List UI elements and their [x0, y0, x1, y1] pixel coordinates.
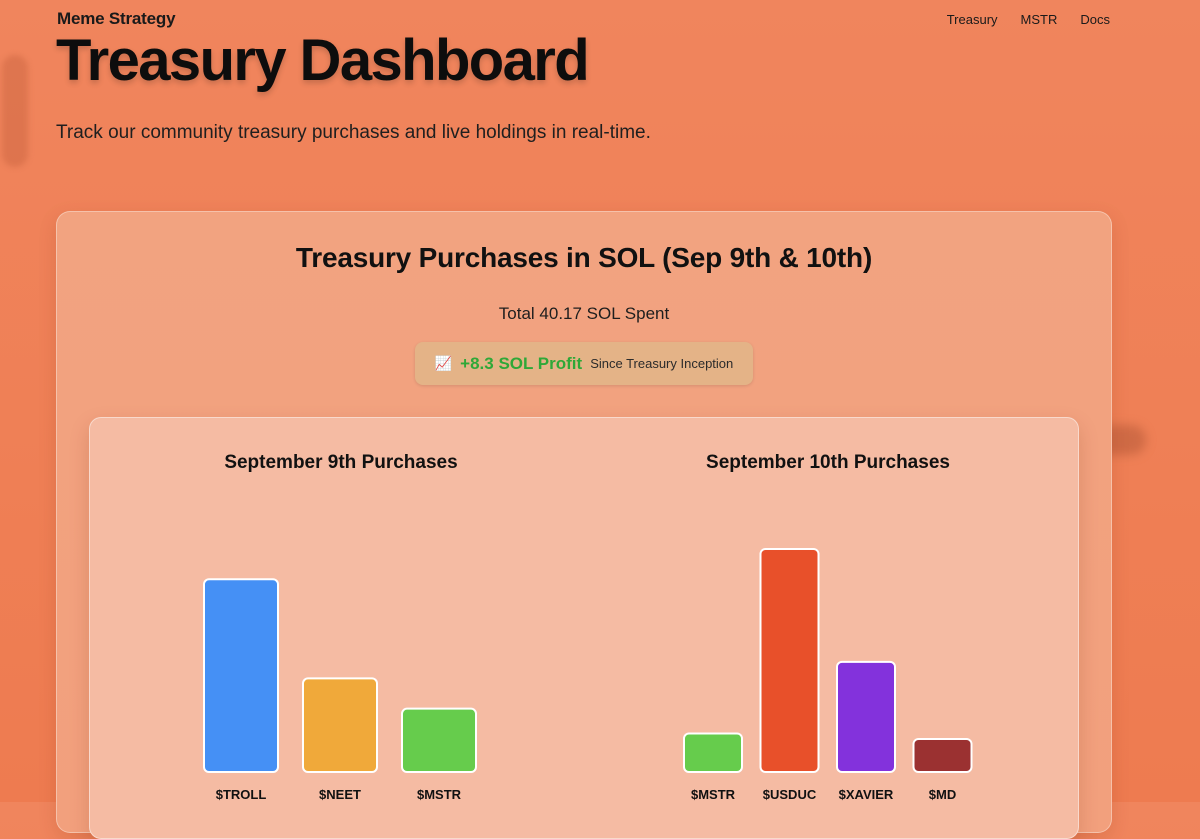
profit-note: Since Treasury Inception — [590, 356, 734, 371]
bar-troll[interactable] — [203, 578, 279, 773]
background-shape — [2, 55, 28, 167]
bar-label: $MSTR — [417, 787, 462, 802]
bar-mstr[interactable] — [683, 732, 743, 774]
page-subtitle: Track our community treasury purchases a… — [56, 122, 651, 143]
bar-label: $USDUC — [763, 787, 817, 802]
brand-logo[interactable]: Meme Strategy — [57, 9, 176, 28]
purchases-charts-card: September 9th Purchases September 10th P… — [89, 417, 1079, 839]
bar-label: $MSTR — [691, 787, 736, 802]
bar-md[interactable] — [912, 737, 973, 773]
page-title: Treasury Dashboard — [56, 28, 590, 93]
sep9-bar-chart: $TROLL $NEET $MSTR — [203, 578, 477, 802]
profit-badge: 📈 +8.3 SOL Profit Since Treasury Incepti… — [415, 342, 753, 385]
nav-docs-link[interactable]: Docs — [1080, 12, 1110, 27]
bar-usduc[interactable] — [759, 548, 820, 773]
treasury-purchases-panel: Treasury Purchases in SOL (Sep 9th & 10t… — [56, 211, 1112, 839]
nav-mstr-link[interactable]: MSTR — [1020, 12, 1058, 27]
sep9-chart-title: September 9th Purchases — [224, 452, 458, 473]
bar-label: $MD — [929, 787, 956, 802]
bar-label: $XAVIER — [839, 787, 894, 802]
bar-label: $NEET — [319, 787, 361, 802]
top-nav: Treasury MSTR Docs — [947, 12, 1110, 27]
profit-value: +8.3 SOL Profit — [460, 353, 583, 373]
sep10-bar-chart: $MSTR $USDUC $XAVIER $MD — [683, 548, 973, 802]
nav-treasury-link[interactable]: Treasury — [946, 12, 998, 27]
total-spent: Total 40.17 SOL Spent — [498, 304, 670, 323]
bar-mstr[interactable] — [401, 707, 477, 773]
sep10-chart-title: September 10th Purchases — [706, 452, 950, 473]
bar-label: $TROLL — [216, 787, 267, 802]
bar-xavier[interactable] — [836, 660, 896, 773]
bar-neet[interactable] — [302, 677, 378, 773]
chart-increasing-icon: 📈 — [434, 355, 453, 371]
panel-title: Treasury Purchases in SOL (Sep 9th & 10t… — [295, 242, 873, 273]
